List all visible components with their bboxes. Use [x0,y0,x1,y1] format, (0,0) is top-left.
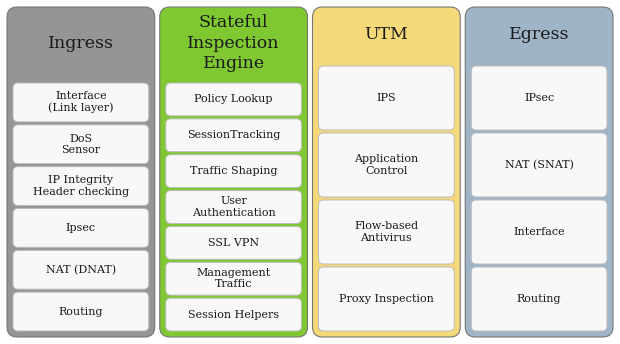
FancyBboxPatch shape [319,66,454,130]
FancyBboxPatch shape [471,66,607,130]
FancyBboxPatch shape [166,119,301,152]
Text: User
Authentication: User Authentication [192,196,275,218]
FancyBboxPatch shape [160,7,308,337]
FancyBboxPatch shape [166,155,301,187]
Text: IPS: IPS [376,93,396,103]
Text: NAT (DNAT): NAT (DNAT) [46,265,116,275]
Text: SessionTracking: SessionTracking [187,130,280,140]
FancyBboxPatch shape [312,7,460,337]
Text: UTM: UTM [365,26,409,43]
Text: SSL VPN: SSL VPN [208,238,259,248]
Text: Policy Lookup: Policy Lookup [195,95,273,105]
FancyBboxPatch shape [13,292,149,331]
Text: Routing: Routing [517,294,561,304]
FancyBboxPatch shape [465,7,613,337]
FancyBboxPatch shape [319,133,454,197]
Text: Application
Control: Application Control [354,154,419,175]
Text: Traffic Shaping: Traffic Shaping [190,166,277,176]
FancyBboxPatch shape [166,83,301,116]
FancyBboxPatch shape [166,298,301,331]
FancyBboxPatch shape [166,226,301,259]
FancyBboxPatch shape [7,7,155,337]
Text: Interface: Interface [513,227,565,237]
Text: Stateful
Inspection
Engine: Stateful Inspection Engine [187,14,280,72]
FancyBboxPatch shape [13,166,149,205]
Text: NAT (SNAT): NAT (SNAT) [505,160,574,170]
FancyBboxPatch shape [319,267,454,331]
FancyBboxPatch shape [471,200,607,264]
FancyBboxPatch shape [319,200,454,264]
Text: Flow-based
Antivirus: Flow-based Antivirus [354,222,419,243]
Text: IPsec: IPsec [524,93,554,103]
Text: Routing: Routing [59,307,103,316]
Text: Proxy Inspection: Proxy Inspection [339,294,434,304]
FancyBboxPatch shape [13,83,149,122]
FancyBboxPatch shape [471,267,607,331]
Text: IP Integrity
Header checking: IP Integrity Header checking [33,175,129,197]
FancyBboxPatch shape [471,133,607,197]
FancyBboxPatch shape [13,125,149,164]
Text: Session Helpers: Session Helpers [188,310,279,320]
Text: Egress: Egress [509,26,569,43]
Text: Ingress: Ingress [48,34,114,52]
FancyBboxPatch shape [13,208,149,247]
Text: Interface
(Link layer): Interface (Link layer) [48,92,113,113]
FancyBboxPatch shape [166,262,301,295]
Text: Management
Traffic: Management Traffic [197,268,271,289]
FancyBboxPatch shape [166,191,301,224]
Text: DoS
Sensor: DoS Sensor [61,134,100,155]
Text: Ipsec: Ipsec [66,223,96,233]
FancyBboxPatch shape [13,250,149,289]
